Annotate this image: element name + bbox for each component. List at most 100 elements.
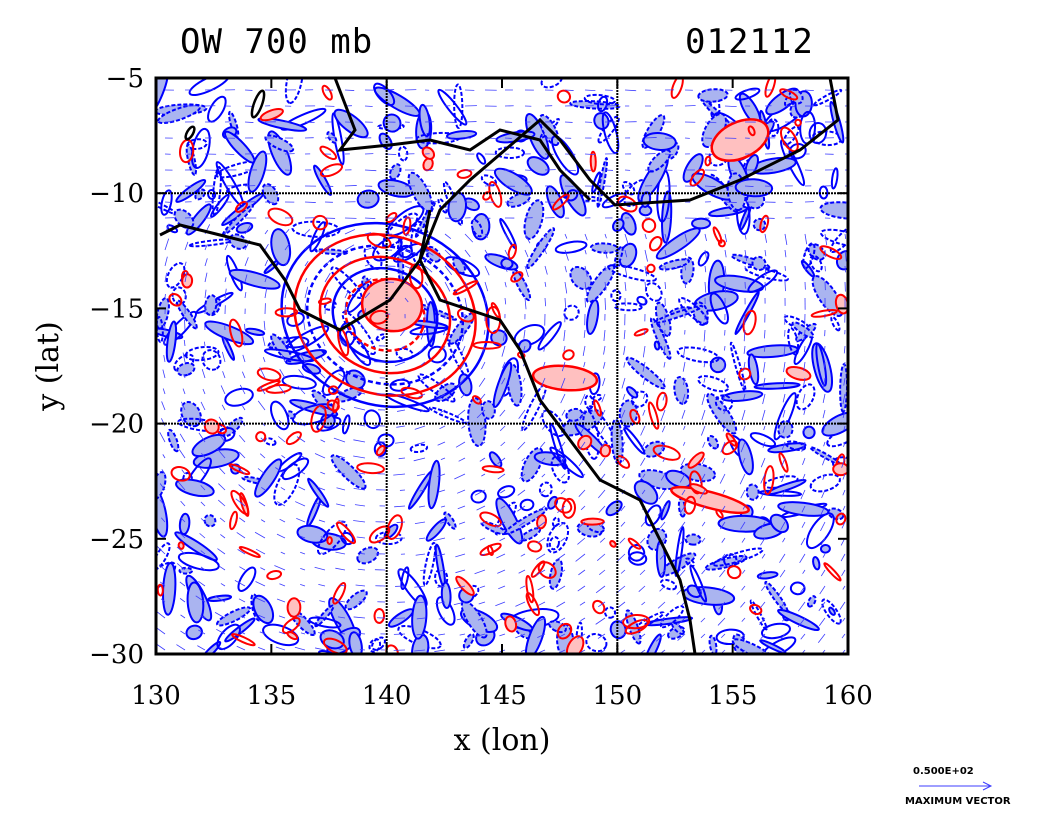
contour-blob — [211, 165, 222, 216]
wind-vector — [822, 377, 826, 390]
wind-vector — [198, 581, 206, 587]
wind-vector — [222, 371, 226, 379]
wind-vector — [538, 601, 546, 606]
wind-vector — [524, 233, 531, 244]
wind-vector — [842, 473, 846, 480]
wind-vector — [494, 521, 506, 528]
wind-vector — [657, 601, 666, 609]
wind-vector — [719, 553, 726, 562]
contour-blob — [729, 341, 747, 392]
wind-vector — [676, 585, 686, 595]
contour-blob — [495, 497, 524, 545]
wind-vector — [296, 436, 306, 443]
wind-vector — [664, 265, 667, 273]
wind-vector — [198, 466, 206, 475]
wind-vector — [720, 441, 726, 453]
wind-vector — [159, 432, 166, 443]
wind-vector — [779, 553, 786, 563]
contour-blob — [156, 297, 170, 330]
wind-vector — [699, 489, 706, 499]
wind-vector — [821, 649, 826, 654]
wind-vector — [255, 597, 266, 603]
wind-vector — [804, 233, 808, 245]
contour-blob — [712, 226, 723, 244]
wind-vector — [156, 545, 166, 555]
contour-blob — [589, 150, 597, 173]
wind-vector — [520, 553, 526, 557]
contour-blob — [707, 434, 719, 450]
wind-vector — [161, 534, 166, 539]
wind-vector — [338, 356, 346, 363]
contour-blob — [266, 569, 283, 581]
wind-vector — [396, 409, 406, 412]
wind-vector — [500, 505, 506, 509]
wind-vector — [214, 595, 226, 603]
wind-vector — [821, 489, 826, 499]
wind-vector — [763, 361, 766, 373]
wind-vector — [722, 489, 726, 494]
wind-vector — [501, 345, 506, 357]
contour-blob — [400, 386, 423, 400]
contour-blob — [267, 207, 294, 227]
wind-vector — [760, 457, 766, 468]
contour-blob — [286, 410, 296, 420]
contour-blob — [773, 392, 797, 441]
contour-blob — [204, 320, 255, 346]
contour-blob — [471, 395, 482, 405]
wind-vector — [464, 297, 468, 309]
contour-blob — [252, 594, 275, 625]
wind-vector — [315, 615, 326, 619]
contour-blob — [625, 356, 666, 390]
wind-vector — [642, 473, 646, 478]
wind-vector — [600, 425, 606, 434]
wind-vector — [476, 505, 486, 511]
wind-vector — [741, 617, 746, 622]
wind-vector — [484, 249, 490, 258]
contour-blob — [386, 514, 403, 540]
wind-vector — [518, 569, 526, 574]
wind-vector — [638, 633, 646, 640]
contour-blob — [269, 400, 290, 431]
wind-vector — [283, 340, 286, 347]
contour-blob — [228, 463, 251, 476]
wind-vector — [764, 233, 767, 243]
contour-blob — [427, 459, 441, 510]
wind-vector — [802, 569, 806, 574]
wind-vector — [704, 121, 717, 124]
wind-vector — [416, 617, 426, 620]
contour-blob — [481, 400, 496, 420]
wind-vector — [220, 583, 226, 587]
wind-vector — [822, 393, 826, 404]
wind-vector — [820, 505, 826, 515]
wind-vector — [394, 505, 406, 508]
wind-vector — [561, 361, 566, 372]
contour-blob — [717, 239, 726, 248]
x-tick-label: 160 — [823, 681, 873, 711]
wind-vector — [298, 486, 306, 491]
wind-vector — [220, 435, 226, 443]
contour-blob — [802, 425, 816, 440]
contour-blob — [344, 330, 372, 367]
wind-vector — [499, 633, 506, 637]
contour-blob — [425, 518, 447, 542]
wind-vector — [644, 233, 647, 240]
contour-blob — [821, 598, 842, 625]
wind-vector — [461, 345, 466, 355]
wind-vector — [314, 502, 326, 507]
contour-blob — [177, 541, 185, 550]
contour-blob — [737, 438, 754, 476]
wind-vector — [623, 329, 626, 340]
contour-blob — [687, 451, 705, 469]
wind-vector — [438, 489, 446, 493]
wind-vector — [218, 565, 226, 571]
wind-vector — [617, 601, 626, 608]
wind-vector — [413, 601, 426, 604]
contour-blob — [422, 541, 437, 587]
wind-vector — [219, 646, 226, 651]
wind-vector — [216, 628, 226, 635]
wind-vector — [414, 649, 426, 652]
wind-vector — [395, 441, 406, 444]
wind-vector — [235, 498, 246, 507]
contour-blob — [734, 178, 774, 198]
contour-blob — [812, 88, 843, 107]
